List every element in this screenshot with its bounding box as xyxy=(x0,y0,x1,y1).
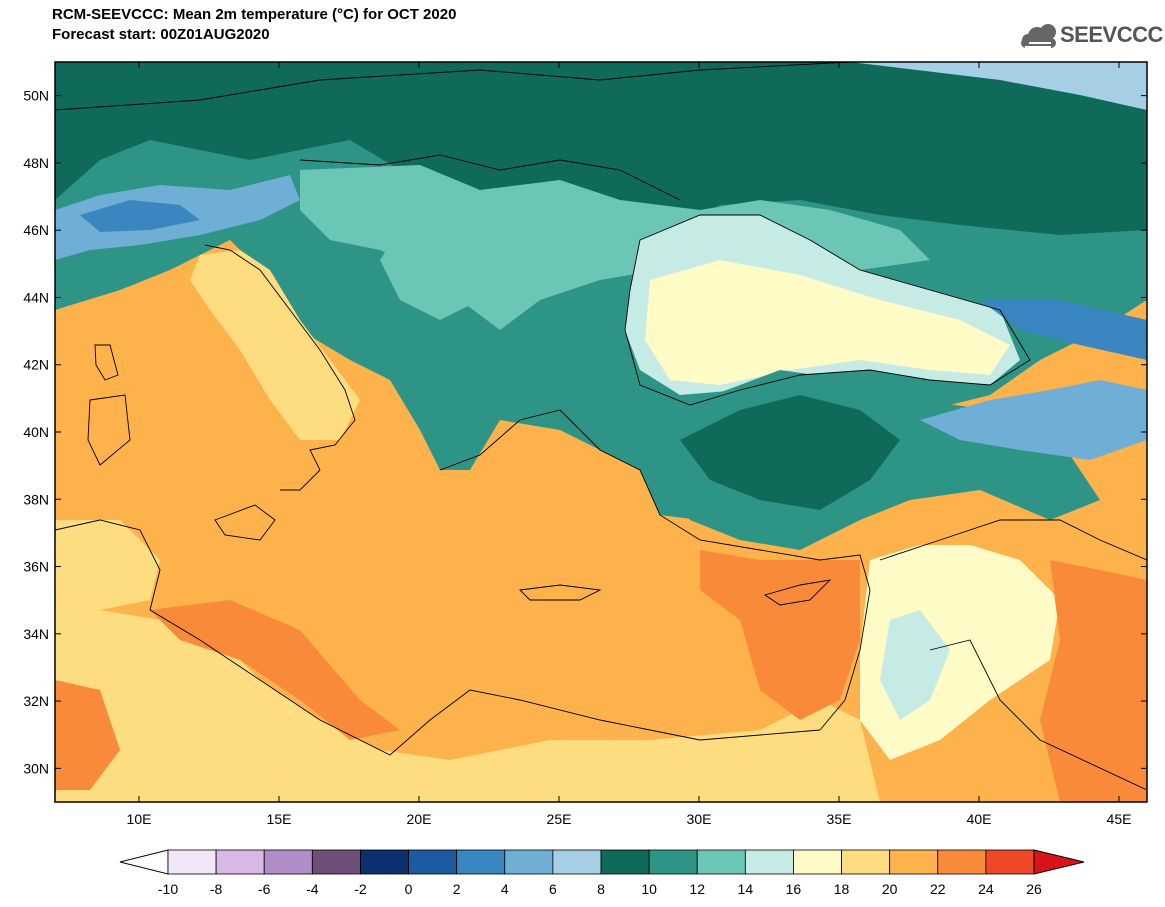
colorbar-label: -2 xyxy=(354,881,367,897)
longitude-axis: 10E 15E 20E 25E 30E 35E 40E 45E xyxy=(127,62,1132,827)
colorbar-swatch xyxy=(696,849,746,875)
colorbar-label: -10 xyxy=(158,881,178,897)
colorbar-label: 6 xyxy=(549,881,557,897)
lat-tick-label: 40N xyxy=(23,424,49,440)
colorbar-swatch xyxy=(744,849,794,875)
colorbar-swatch xyxy=(311,849,361,875)
colorbar-swatch xyxy=(263,849,313,875)
cloud-icon xyxy=(1021,24,1056,48)
colorbar-label: 18 xyxy=(834,881,850,897)
colorbar-over-arrow xyxy=(1033,849,1085,875)
colorbar-swatch xyxy=(408,849,458,875)
lat-tick-label: 38N xyxy=(23,491,49,507)
colorbar-label: 26 xyxy=(1026,881,1042,897)
colorbar-swatch xyxy=(360,849,409,875)
lat-tick-label: 48N xyxy=(23,155,49,171)
colorbar-under-arrow xyxy=(119,849,169,875)
colorbar-swatch xyxy=(167,849,217,875)
colorbar-label: -4 xyxy=(306,881,319,897)
lat-tick-label: 44N xyxy=(23,289,49,305)
lat-tick-label: 34N xyxy=(23,626,49,642)
colorbar-label: 4 xyxy=(501,881,509,897)
colorbar: -10 -8 -6 -4 -2 0 2 4 6 8 10 12 14 16 18 20 22 24 26 xyxy=(119,849,1085,897)
lon-tick-label: 25E xyxy=(547,811,572,827)
colorbar-swatch xyxy=(937,849,987,875)
colorbar-label: 24 xyxy=(978,881,994,897)
map-title: RCM-SEEVCCC: Mean 2m temperature (°C) fo… xyxy=(52,6,457,23)
colorbar-label: 0 xyxy=(405,881,413,897)
colorbar-swatch xyxy=(648,849,698,875)
lat-tick-label: 42N xyxy=(23,357,49,373)
colorbar-label: 16 xyxy=(786,881,802,897)
lon-tick-label: 30E xyxy=(687,811,712,827)
lon-tick-label: 45E xyxy=(1107,811,1132,827)
colorbar-label: -6 xyxy=(258,881,271,897)
lon-tick-label: 40E xyxy=(967,811,992,827)
colorbar-swatch xyxy=(215,849,265,875)
brand-logo: SEEVCCC xyxy=(1060,22,1163,47)
forecast-start-label: Forecast start: 00Z01AUG2020 xyxy=(52,26,270,43)
colorbar-label: 12 xyxy=(689,881,705,897)
colorbar-label: -8 xyxy=(210,881,223,897)
lon-tick-label: 10E xyxy=(127,811,152,827)
colorbar-label: 22 xyxy=(930,881,946,897)
lat-tick-label: 46N xyxy=(23,222,49,238)
colorbar-label: 8 xyxy=(597,881,605,897)
lat-tick-label: 30N xyxy=(23,760,49,776)
lat-tick-label: 50N xyxy=(23,88,49,104)
colorbar-label: 10 xyxy=(641,881,657,897)
lon-tick-label: 20E xyxy=(407,811,432,827)
latitude-axis: 30N 32N 34N 36N 38N 40N 42N 44N 46N 48N 50N xyxy=(23,88,1147,776)
lon-tick-label: 35E xyxy=(827,811,852,827)
temperature-field xyxy=(55,62,1147,802)
lon-tick-label: 15E xyxy=(267,811,292,827)
colorbar-swatch xyxy=(456,849,506,875)
colorbar-swatch xyxy=(889,849,939,875)
colorbar-swatch xyxy=(841,849,891,875)
colorbar-label: 20 xyxy=(882,881,898,897)
lat-tick-label: 36N xyxy=(23,559,49,575)
colorbar-label: 14 xyxy=(738,881,754,897)
coastlines xyxy=(55,62,1147,791)
colorbar-swatch xyxy=(504,849,554,875)
colorbar-swatch xyxy=(985,849,1035,875)
lat-tick-label: 32N xyxy=(23,693,49,709)
colorbar-swatch xyxy=(600,849,650,875)
colorbar-label: 2 xyxy=(453,881,461,897)
colorbar-swatch xyxy=(552,849,602,875)
colorbar-swatch xyxy=(793,849,842,875)
